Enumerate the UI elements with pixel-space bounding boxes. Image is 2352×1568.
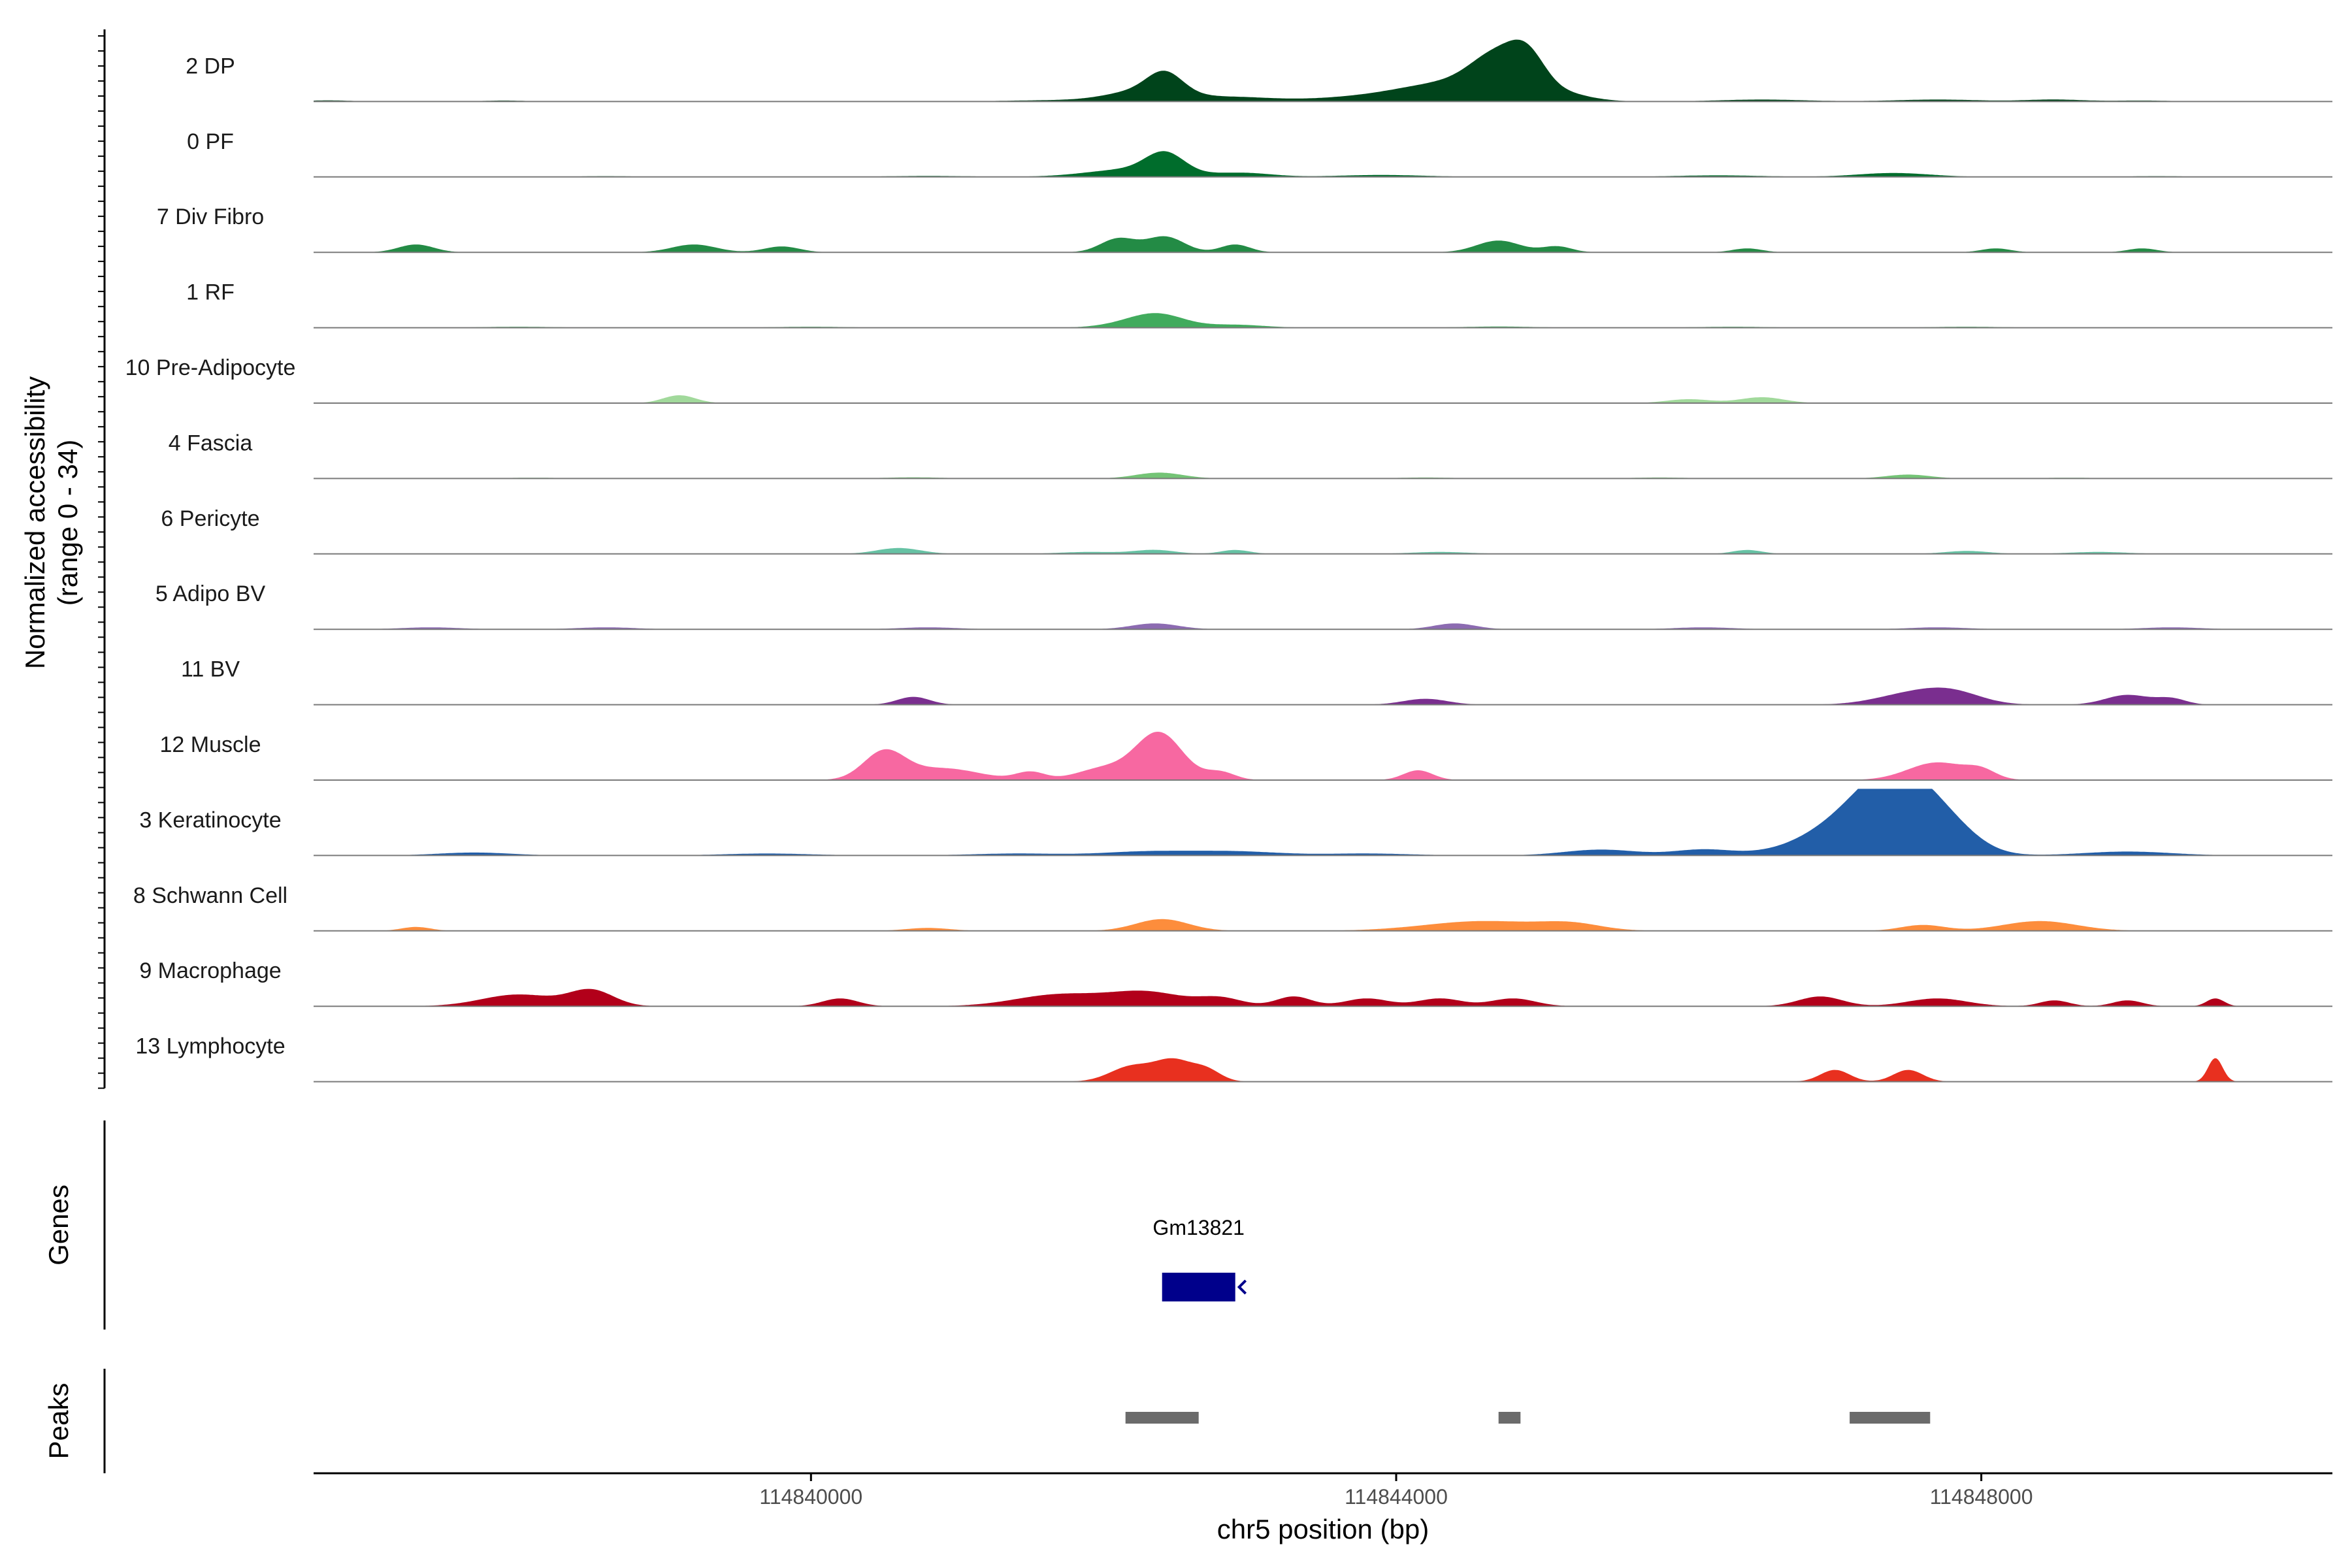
track-label: 5 Adipo BV xyxy=(155,581,266,606)
peak-region xyxy=(1850,1412,1931,1424)
y-axis-title: Normalized accessibility xyxy=(20,376,50,669)
coverage-area xyxy=(314,919,2332,931)
coverage-tracks: 2 DP 0 PF 7 Div Fibro 1 RF 10 Pre-Adipocyte 4… xyxy=(125,39,2332,1083)
x-tick-label: 114844000 xyxy=(1345,1485,1448,1509)
coverage-area xyxy=(314,1058,2332,1082)
y-axis-subtitle: (range 0 - 34) xyxy=(52,440,83,606)
track-1: 2 DP xyxy=(186,39,2332,103)
track-label: 1 RF xyxy=(186,280,235,305)
track-label: 12 Muscle xyxy=(160,732,261,757)
peak-region xyxy=(1125,1412,1199,1424)
track-label: 8 Schwann Cell xyxy=(133,883,287,908)
coverage-area xyxy=(314,395,2332,403)
gene-annotations: Gm13821 xyxy=(1152,1216,1247,1301)
track-11: 3 Keratinocyte xyxy=(139,789,2332,857)
track-label: 11 BV xyxy=(181,657,240,682)
peak-region xyxy=(1498,1412,1521,1424)
coverage-area xyxy=(314,988,2332,1007)
track-label: 13 Lymphocyte xyxy=(135,1034,285,1059)
track-label: 9 Macrophage xyxy=(139,958,281,983)
peaks-panel: Peaks xyxy=(43,1369,1931,1473)
track-label: 10 Pre-Adipocyte xyxy=(125,355,296,380)
track-label: 4 Fascia xyxy=(169,431,253,455)
coverage-area xyxy=(314,313,2332,328)
track-5: 10 Pre-Adipocyte xyxy=(125,355,2332,404)
track-3: 7 Div Fibro xyxy=(157,204,2332,253)
track-label: 3 Keratinocyte xyxy=(139,808,281,832)
track-2: 0 PF xyxy=(187,129,2332,178)
coverage-area xyxy=(314,789,2332,856)
coverage-area xyxy=(314,732,2332,780)
coverage-area xyxy=(314,39,2332,102)
track-label: 2 DP xyxy=(186,54,235,78)
x-axis-title: chr5 position (bp) xyxy=(1217,1514,1429,1544)
track-14: 13 Lymphocyte xyxy=(135,1034,2332,1083)
track-label: 0 PF xyxy=(187,129,234,154)
peaks-axis-title: Peaks xyxy=(43,1383,74,1460)
coverage-area xyxy=(314,623,2332,630)
track-7: 6 Pericyte xyxy=(161,506,2332,555)
track-label: 7 Div Fibro xyxy=(157,204,264,229)
x-tick-label: 114848000 xyxy=(1930,1485,2033,1509)
x-axis: 114840000 114844000 114848000 chr5 positio… xyxy=(314,1472,2332,1544)
track-label: 6 Pericyte xyxy=(161,506,259,531)
peak-regions xyxy=(1125,1412,1931,1424)
track-6: 4 Fascia xyxy=(169,431,2332,480)
left-accessibility-axis xyxy=(98,29,106,1089)
coverage-area xyxy=(314,687,2332,705)
track-9: 11 BV xyxy=(181,657,2332,706)
coverage-area xyxy=(314,236,2332,253)
gene-name: Gm13821 xyxy=(1152,1216,1245,1239)
track-8: 5 Adipo BV xyxy=(155,581,2332,630)
x-tick-label: 114840000 xyxy=(759,1485,862,1509)
gene-body xyxy=(1162,1273,1235,1301)
track-4: 1 RF xyxy=(186,280,2332,329)
track-12: 8 Schwann Cell xyxy=(133,883,2332,932)
track-13: 9 Macrophage xyxy=(139,958,2332,1007)
coverage-area xyxy=(314,151,2332,177)
coverage-area xyxy=(314,547,2332,554)
coverage-area xyxy=(314,472,2332,479)
gene-strand-arrow xyxy=(1237,1279,1247,1295)
track-10: 12 Muscle xyxy=(160,732,2332,781)
x-axis-ticks: 114840000 114844000 114848000 xyxy=(759,1473,2033,1509)
genes-panel: Genes Gm13821 xyxy=(43,1120,1247,1330)
genes-axis-title: Genes xyxy=(43,1184,74,1266)
